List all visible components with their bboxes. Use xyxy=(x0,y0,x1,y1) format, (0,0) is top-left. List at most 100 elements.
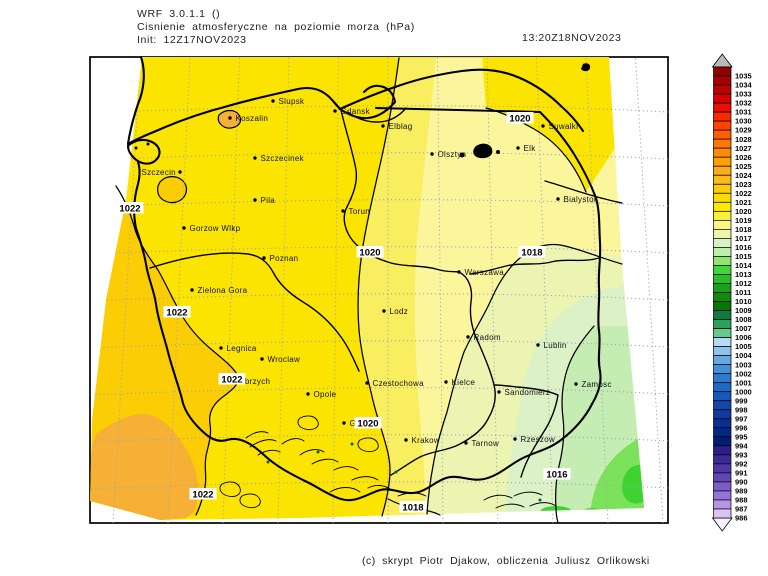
parallel-line xyxy=(91,340,668,349)
city-label: Rzeszow xyxy=(521,435,556,444)
fill-ne-yellow-wedge xyxy=(482,57,615,192)
colorbar-cell xyxy=(713,400,732,411)
colorbar-cell xyxy=(713,183,732,194)
model-version-text: WRF 3.0.1.1 () xyxy=(137,8,220,20)
colorbar-tick-label: 1006 xyxy=(735,333,752,342)
terrain-specks xyxy=(266,442,542,502)
colorbar-tick-label: 1014 xyxy=(735,261,753,270)
city-dot xyxy=(556,197,560,201)
init-time-text: Init: 12Z17NOV2023 xyxy=(137,34,247,46)
colorbar-tick-label: 1028 xyxy=(735,135,752,144)
city-dot xyxy=(341,209,345,213)
city-label: Gdansk xyxy=(341,107,371,116)
colorbar-cell xyxy=(713,120,732,131)
isobar-label: 1018 xyxy=(521,248,542,259)
parallel-line xyxy=(91,481,668,490)
colorbar-cell xyxy=(713,418,732,429)
lake xyxy=(459,152,465,158)
city-label: Torun xyxy=(349,207,371,216)
polish-coastline xyxy=(126,87,342,146)
colorbar-cell xyxy=(713,156,732,167)
city-label: Lublin xyxy=(544,341,567,350)
colorbar-cell xyxy=(713,102,732,113)
colorbar-cell xyxy=(713,445,732,456)
colorbar-tick-label: 1016 xyxy=(735,243,752,252)
meridian-line xyxy=(332,57,339,523)
rivers xyxy=(149,107,623,478)
city-dot xyxy=(333,109,337,113)
colorbar-cell xyxy=(713,409,732,420)
valid-time-text: 13:20Z18NOV2023 xyxy=(522,32,621,44)
colorbar-cell xyxy=(713,147,732,158)
colorbar-tick-label: 993 xyxy=(735,450,748,459)
colorbar-cell xyxy=(713,93,732,104)
city-dot xyxy=(516,146,520,150)
isobar-label: 1022 xyxy=(166,308,187,319)
meridian-line xyxy=(585,57,609,523)
colorbar-tick-label: 987 xyxy=(735,505,748,514)
narew-river xyxy=(544,180,623,204)
colorbar-cell xyxy=(713,373,732,384)
colorbar-tick-label: 1002 xyxy=(735,369,752,378)
isobar-label-box xyxy=(518,246,546,258)
credit-text: (c) skrypt Piotr Djakow, obliczenia Juli… xyxy=(362,555,650,567)
city-dot xyxy=(536,343,540,347)
colorbar-cell xyxy=(713,436,732,447)
colorbar-tick-label: 1017 xyxy=(735,234,752,243)
colorbar-tick-label: 1034 xyxy=(735,81,753,90)
sambia-curonian-coast xyxy=(338,68,585,133)
colorbar-cell xyxy=(713,319,732,329)
parallel-line xyxy=(91,246,668,255)
pressure-fill-bands xyxy=(90,57,644,520)
city-dot xyxy=(342,421,346,425)
fill-high-blob-szczecin xyxy=(157,176,188,204)
city-dot xyxy=(306,392,310,396)
city-label: Elblag xyxy=(389,122,413,131)
city-label: Gorzow Wlkp xyxy=(190,224,241,233)
meridian-line xyxy=(437,57,444,523)
city-dot xyxy=(382,309,386,313)
isobar-label-box xyxy=(189,488,217,500)
colorbar-cell xyxy=(713,84,732,95)
city-dot xyxy=(178,170,182,174)
colorbar-cell xyxy=(713,165,732,176)
colorbar-tick-label: 1018 xyxy=(735,225,752,234)
colorbar-tick-label: 999 xyxy=(735,396,748,405)
terrain-contours xyxy=(219,415,557,509)
bug-river xyxy=(470,257,600,275)
colorbar-cell xyxy=(713,355,732,366)
city-label: Legnica xyxy=(227,344,257,353)
meridian-line xyxy=(486,57,499,523)
city-label: Elk xyxy=(524,144,537,153)
city-dot xyxy=(182,226,186,230)
colorbar-tick-label: 1004 xyxy=(735,351,753,360)
city-dot xyxy=(365,381,369,385)
colorbar-tick-label: 986 xyxy=(735,514,748,523)
colorbar-cell xyxy=(713,508,732,519)
colorbar-cell xyxy=(713,247,732,257)
colorbar-tick-label: 1012 xyxy=(735,279,752,288)
colorbar-cells: 1035103410331032103110301029102810271026… xyxy=(713,66,753,523)
city-label: Sandomierz xyxy=(505,388,551,397)
border-ua-south xyxy=(180,397,594,502)
colorbar-tick-label: 1009 xyxy=(735,306,752,315)
city-label: Zielona Gora xyxy=(198,286,248,295)
lake xyxy=(496,150,500,154)
colorbar-tick-label: 1024 xyxy=(735,171,753,180)
isobar-label: 1022 xyxy=(192,490,213,501)
city-markers: Slupsk Koszalin Gdansk Elblag Suwalki Olsztyn… xyxy=(142,97,612,448)
colorbar-tick-label: 995 xyxy=(735,432,748,441)
colorbar-tick-label: 1025 xyxy=(735,162,752,171)
city-label: Czestochowa xyxy=(373,379,425,388)
city-label: Tarnow xyxy=(472,439,500,448)
fill-1013-patch xyxy=(622,464,644,504)
colorbar-tick-label: 1007 xyxy=(735,324,752,333)
colorbar-cell xyxy=(713,201,732,212)
parallel-line xyxy=(91,105,668,114)
isobar-label-box xyxy=(163,306,191,318)
city-dot xyxy=(219,346,223,350)
city-dot xyxy=(466,335,470,339)
colorbar-tick-label: 1032 xyxy=(735,99,752,108)
islet xyxy=(146,142,150,146)
